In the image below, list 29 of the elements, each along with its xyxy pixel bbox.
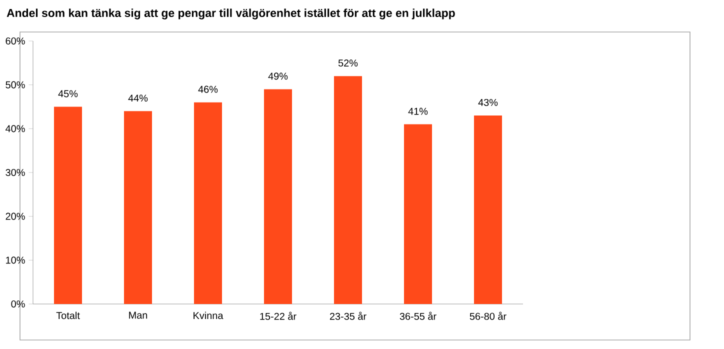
- x-tick-label: 23-35 år: [330, 312, 366, 320]
- y-tick-label: 0%: [11, 300, 25, 308]
- x-tick-label: Totalt: [56, 312, 80, 320]
- bar: [474, 116, 502, 304]
- x-tick-label: Kvinna: [194, 312, 224, 320]
- x-tick-label: 56-80 år: [470, 312, 506, 320]
- data-label: 52%: [338, 59, 358, 67]
- y-tick-label: 50%: [6, 81, 25, 88]
- bar: [264, 89, 292, 304]
- data-label: 44%: [128, 94, 148, 102]
- bar: [194, 102, 222, 304]
- bar: [404, 124, 432, 304]
- data-label: 46%: [198, 86, 218, 93]
- data-label: 49%: [268, 72, 288, 80]
- y-tick-label: 20%: [6, 212, 25, 220]
- bar: [124, 111, 152, 304]
- data-label: 41%: [408, 108, 428, 115]
- y-tick-label: 30%: [6, 168, 25, 176]
- chart-title: Andel som kan tänka sig att ge pengar till välgörenhet istället för att ge en julklapp: [6, 8, 455, 20]
- x-tick-label: 15-22 år: [260, 312, 296, 320]
- x-tick-label: Man: [129, 312, 148, 319]
- data-label: 45%: [58, 90, 78, 98]
- y-tick-label: 10%: [6, 256, 25, 264]
- bar: [54, 106, 82, 304]
- y-tick-label: 40%: [6, 125, 25, 132]
- bar: [334, 76, 362, 304]
- y-tick-label: 60%: [6, 37, 25, 45]
- data-label: 43%: [478, 98, 498, 106]
- x-tick-label: 36-55 år: [400, 312, 436, 320]
